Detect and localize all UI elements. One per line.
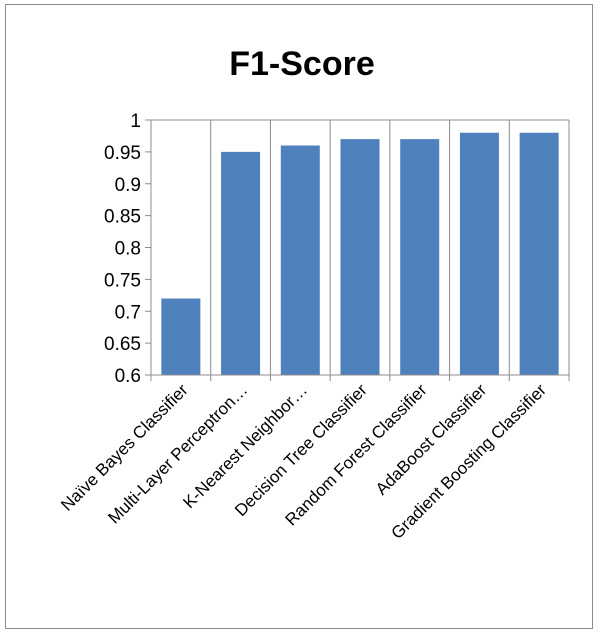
y-tick-label: 0.95 (104, 143, 141, 164)
grid-layer (151, 119, 570, 375)
x-tick-label: AdaBoost Classifier (372, 380, 491, 499)
y-tick-labels: 0.6 0.65 0.7 0.75 0.8 0.85 0.9 0.95 1 (104, 111, 141, 387)
y-tick-label: 1 (130, 111, 141, 132)
chart-frame: F1-Score 0.6 0.65 0.7 0.75 0.8 0.85 0.9 0.95 1 N… (5, 4, 593, 629)
y-tick-label: 0.75 (104, 270, 141, 291)
bar (519, 132, 559, 375)
bar (400, 139, 440, 375)
bar-layer (161, 132, 559, 375)
chart-title: F1-Score (229, 45, 375, 83)
bar (280, 145, 320, 375)
y-tick-label: 0.6 (115, 366, 141, 387)
y-tick-label: 0.85 (104, 207, 141, 228)
y-tick-label: 0.8 (115, 239, 141, 260)
y-tick-label: 0.7 (115, 302, 141, 323)
axis-layer (145, 119, 570, 381)
bar (340, 139, 380, 375)
bar (161, 298, 201, 375)
y-tick-label: 0.9 (115, 175, 141, 196)
f1-score-chart: F1-Score 0.6 0.65 0.7 0.75 0.8 0.85 0.9 0.95 1 N… (57, 45, 570, 543)
y-tick-label: 0.65 (104, 334, 141, 355)
bar (221, 151, 261, 375)
bar (459, 132, 499, 375)
